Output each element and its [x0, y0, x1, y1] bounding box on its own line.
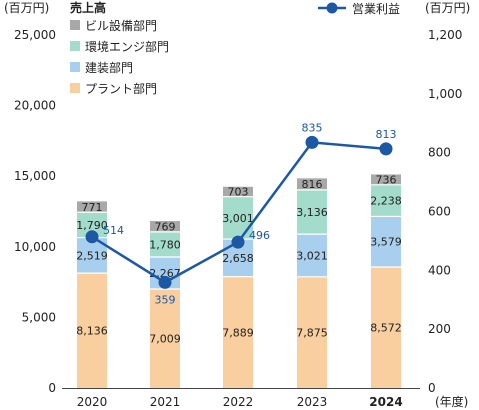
bar-segment: [371, 184, 401, 217]
right-tick-label: 200: [428, 322, 451, 336]
right-tick-label: 600: [428, 205, 451, 219]
x-axis-unit: (年度): [435, 394, 468, 409]
bar-stacks: 8,1362,5191,7907717,0092,2671,7807697,88…: [76, 174, 402, 388]
bar-segment: [371, 266, 401, 388]
x-tick-label: 2024: [369, 395, 402, 409]
operating-profit-value-label: 359: [155, 293, 176, 306]
x-tick-label: 2020: [77, 395, 108, 409]
bar-segment: [150, 221, 180, 232]
bar-value-label: 3,136: [296, 206, 328, 219]
bar-value-label: 2,519: [76, 249, 108, 262]
right-tick-label: 800: [428, 146, 451, 160]
operating-profit-marker: [231, 235, 245, 249]
bar-value-label: 7,889: [222, 326, 254, 339]
legend-swatch-building: [70, 20, 80, 30]
legend-swatch-environment: [70, 41, 80, 51]
legend-label-interior: 建装部門: [85, 60, 133, 75]
bar-stack-2023: 7,875 3,021 3,136 816: [296, 178, 328, 388]
legend-title: 売上高: [70, 0, 106, 15]
legend-swatch-plant: [70, 83, 80, 93]
operating-profit-marker: [85, 230, 99, 244]
bar-value-label: 736: [376, 174, 397, 187]
left-tick-label: 15,000: [14, 169, 56, 183]
x-axis-ticks: 2020 2021 2022 2023 2024: [77, 395, 403, 409]
bar-value-label: 816: [302, 178, 323, 191]
left-axis-ticks: 25,000 20,000 15,000 10,000 5,000 0: [14, 28, 56, 395]
bar-segment: [150, 231, 180, 258]
operating-profit-value-label: 514: [103, 224, 124, 237]
operating-profit-line: 514 359 496 835 813: [85, 121, 397, 306]
right-tick-label: 0: [428, 381, 436, 395]
left-tick-label: 20,000: [14, 99, 56, 113]
bar-value-label: 8,572: [370, 321, 402, 334]
line-legend-marker: [326, 2, 338, 14]
right-axis-ticks: 1,200 1,000 800 600 400 200 0: [428, 28, 462, 395]
left-tick-label: 0: [48, 381, 56, 395]
x-tick-label: 2023: [297, 395, 328, 409]
bar-value-label: 3,579: [370, 236, 402, 249]
bar-segment: [150, 289, 180, 388]
bar-stack-2020: 8,136 2,519 1,790 771: [76, 201, 108, 388]
right-tick-label: 400: [428, 263, 451, 277]
legend-label-plant: プラント部門: [85, 81, 157, 96]
operating-profit-marker: [305, 135, 319, 149]
line-legend-label: 営業利益: [352, 2, 400, 16]
left-axis-unit: (百万円): [4, 1, 49, 15]
left-tick-label: 5,000: [22, 310, 56, 324]
bar-segment: [297, 276, 327, 388]
right-tick-label: 1,200: [428, 28, 462, 42]
legend-label-environment: 環境エンジ部門: [85, 39, 169, 54]
bar-value-label: 1,790: [76, 219, 108, 232]
bar-value-label: 3,001: [222, 212, 254, 225]
bar-segment: [223, 186, 253, 197]
bar-segment: [371, 174, 401, 185]
bar-value-label: 7,009: [149, 333, 181, 346]
bar-legend: 売上高 ビル設備部門 環境エンジ部門 建装部門 プラント部門: [70, 0, 169, 96]
bar-value-label: 1,780: [149, 238, 181, 251]
operating-profit-value-label: 813: [376, 128, 397, 141]
bar-segment: [223, 196, 253, 240]
bar-stack-2024: 8,572 3,579 2,238 736: [370, 174, 402, 388]
bar-value-label: 3,021: [296, 249, 328, 262]
legend-label-building: ビル設備部門: [85, 18, 157, 33]
operating-profit-value-label: 835: [302, 121, 323, 134]
bar-segment: [77, 201, 107, 213]
bar-segment: [371, 216, 401, 267]
bar-segment: [297, 189, 327, 235]
bar-segment: [223, 276, 253, 388]
right-axis-unit: (百万円): [425, 1, 470, 15]
bar-segment: [297, 234, 327, 277]
bar-segment: [297, 178, 327, 190]
bar-value-label: 771: [82, 201, 103, 214]
bar-value-label: 7,875: [296, 326, 328, 339]
legend-swatch-interior: [70, 62, 80, 72]
bar-value-label: 8,136: [76, 325, 108, 338]
bar-segment: [77, 273, 107, 388]
left-tick-label: 10,000: [14, 240, 56, 254]
left-tick-label: 25,000: [14, 28, 56, 42]
bar-value-label: 2,658: [222, 252, 254, 265]
operating-profit-value-label: 496: [249, 229, 270, 242]
x-tick-label: 2022: [223, 395, 254, 409]
bar-stack-2022: 7,889 2,658 3,001 703: [222, 186, 254, 388]
bar-value-label: 703: [228, 186, 249, 199]
bar-value-label: 2,238: [370, 195, 402, 208]
line-legend: 営業利益: [318, 2, 400, 16]
right-tick-label: 1,000: [428, 87, 462, 101]
operating-profit-marker: [158, 275, 172, 289]
x-tick-label: 2021: [150, 395, 181, 409]
bar-value-label: 769: [155, 220, 176, 233]
operating-profit-marker: [379, 142, 393, 156]
